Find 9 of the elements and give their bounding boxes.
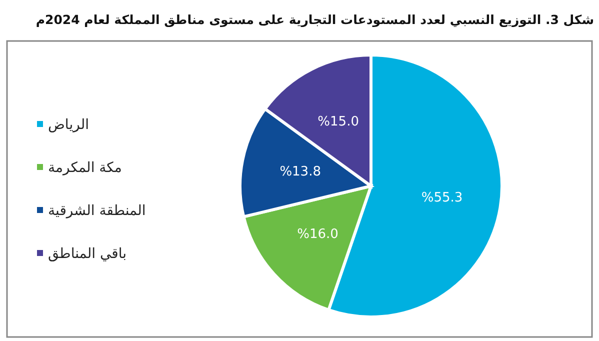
legend-label: باقي المناطق <box>48 246 127 262</box>
legend-label: المنطقة الشرقية <box>48 202 146 219</box>
legend-label: مكة المكرمة <box>48 160 122 176</box>
data-label: %15.0 <box>318 114 359 130</box>
data-label: %13.8 <box>280 164 321 180</box>
legend-label: الرياض <box>48 116 89 133</box>
chart-title: شكل 3. التوزيع النسبي لعدد المستودعات التجارية على مستوى مناطق المملكة لعام 2024م <box>36 12 594 28</box>
data-label: %55.3 <box>421 190 463 206</box>
data-label: %16.0 <box>297 227 338 242</box>
